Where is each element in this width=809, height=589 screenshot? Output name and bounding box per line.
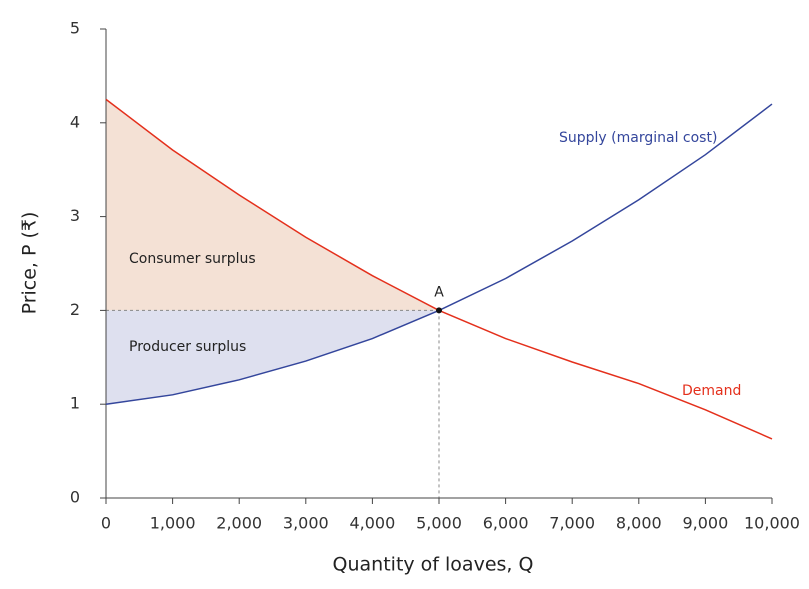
series-label: Supply (marginal cost): [559, 130, 717, 146]
x-tick-label: 5,000: [416, 514, 462, 533]
y-tick-label: 0: [70, 488, 80, 507]
x-tick-label: 3,000: [283, 514, 329, 533]
equilibrium-label: A: [434, 284, 444, 300]
y-tick-label: 5: [70, 19, 80, 38]
surplus-area: [106, 310, 439, 405]
x-tick-label: 6,000: [483, 514, 529, 533]
area-label: Producer surplus: [129, 339, 246, 355]
y-tick-label: 2: [70, 300, 80, 319]
x-tick-label: 0: [101, 514, 111, 533]
x-tick-label: 2,000: [216, 514, 262, 533]
y-tick-label: 1: [70, 394, 80, 413]
y-tick-label: 3: [70, 206, 80, 225]
x-tick-label: 9,000: [682, 514, 728, 533]
area-label: Consumer surplus: [129, 251, 256, 267]
surplus-area: [106, 99, 439, 311]
y-axis-title: Price, P (₹): [19, 212, 41, 315]
x-tick-label: 10,000: [744, 514, 800, 533]
x-tick-label: 8,000: [616, 514, 662, 533]
y-tick-label: 4: [70, 112, 80, 131]
x-axis-title: Quantity of loaves, Q: [333, 554, 534, 576]
equilibrium-point: [436, 307, 442, 314]
x-tick-label: 7,000: [549, 514, 595, 533]
series-label: Demand: [682, 383, 741, 399]
x-tick-label: 1,000: [150, 514, 196, 533]
x-tick-label: 4,000: [349, 514, 395, 533]
